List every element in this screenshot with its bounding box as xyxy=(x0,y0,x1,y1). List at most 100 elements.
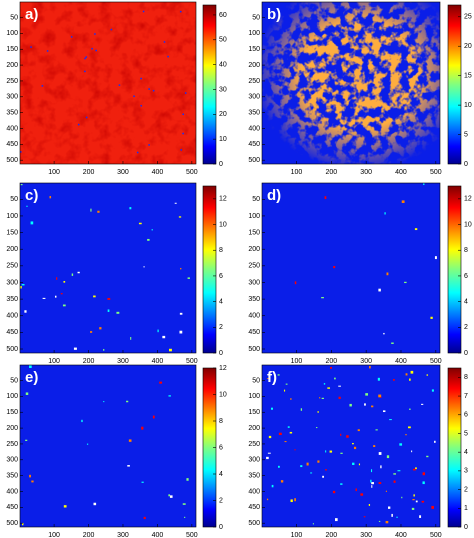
colorbar-tick-label: 6 xyxy=(464,412,468,419)
speck xyxy=(371,469,373,473)
y-tick-label: 100 xyxy=(6,30,18,37)
speck xyxy=(340,483,343,485)
speck xyxy=(363,516,366,518)
x-tick-label: 400 xyxy=(152,532,164,538)
speck xyxy=(306,462,309,466)
speck xyxy=(391,513,393,517)
y-tick-label: 50 xyxy=(252,14,260,21)
speck xyxy=(71,273,74,276)
speck xyxy=(370,479,372,483)
panel-label: b) xyxy=(267,6,281,23)
speck xyxy=(179,10,182,13)
x-tick-label: 400 xyxy=(395,169,407,176)
speck xyxy=(24,310,27,313)
speck xyxy=(157,329,159,333)
speck xyxy=(387,506,391,509)
speck xyxy=(334,377,336,380)
colorbar xyxy=(202,185,217,354)
speck xyxy=(20,151,22,153)
x-tick-label: 100 xyxy=(291,532,303,538)
y-tick-label: 150 xyxy=(248,229,260,236)
speck xyxy=(179,330,183,334)
x-tick-label: 300 xyxy=(117,532,129,538)
y-tick-label: 300 xyxy=(6,279,18,286)
y-tick-label: 200 xyxy=(6,62,18,69)
speck xyxy=(266,498,269,501)
speck xyxy=(431,389,434,392)
heatmap-frame xyxy=(261,1,441,165)
speck xyxy=(365,393,369,396)
colorbar-tick-label: 30 xyxy=(219,86,227,93)
y-tick-label: 200 xyxy=(248,246,260,253)
colorbar-tick-label: 6 xyxy=(219,273,223,280)
colorbar-tick-label: 1 xyxy=(464,505,468,512)
speck xyxy=(99,327,102,330)
y-tick-label: 50 xyxy=(252,196,260,203)
speck xyxy=(401,200,405,203)
y-tick-label: 250 xyxy=(248,263,260,270)
y-tick-label: 500 xyxy=(248,520,260,527)
colorbar-tick-label: 15 xyxy=(464,73,472,80)
speck xyxy=(353,446,357,450)
speck xyxy=(371,482,374,485)
speck xyxy=(332,490,336,494)
y-tick-label: 100 xyxy=(6,213,18,220)
speck xyxy=(163,41,166,43)
heatmap-image xyxy=(20,183,196,353)
y-tick-label: 150 xyxy=(248,409,260,416)
speck xyxy=(90,331,93,333)
x-tick-label: 400 xyxy=(152,169,164,176)
x-tick-label: 100 xyxy=(48,532,60,538)
speck xyxy=(386,272,389,276)
speck xyxy=(280,480,284,483)
speck xyxy=(187,277,190,279)
speck xyxy=(377,377,380,381)
speck xyxy=(413,494,415,497)
speck xyxy=(84,57,86,60)
speck xyxy=(405,434,407,436)
colorbar-tick-label: 0 xyxy=(464,161,468,168)
speck xyxy=(118,84,121,86)
y-tick-label: 500 xyxy=(248,346,260,353)
speck xyxy=(271,484,274,488)
speck xyxy=(352,462,355,466)
speck xyxy=(375,429,378,431)
speck xyxy=(81,419,83,423)
y-tick-label: 100 xyxy=(248,213,260,220)
speck xyxy=(267,452,271,454)
speck xyxy=(385,520,389,524)
speck xyxy=(426,455,429,458)
speck xyxy=(49,196,52,199)
speck xyxy=(143,266,145,268)
colorbar-tick-label: 8 xyxy=(464,247,468,254)
speck xyxy=(93,502,97,506)
speck xyxy=(317,411,319,413)
speck xyxy=(412,499,415,501)
speck xyxy=(128,439,132,442)
speck xyxy=(103,401,105,403)
speck xyxy=(174,202,177,204)
speck xyxy=(290,398,292,400)
speck xyxy=(29,474,31,478)
speck xyxy=(277,465,280,468)
speck xyxy=(138,222,142,225)
colorbar-tick-label: 0 xyxy=(464,350,468,357)
colorbar-tick-label: 10 xyxy=(464,102,472,109)
speck xyxy=(91,47,93,50)
speck xyxy=(300,408,303,411)
speck xyxy=(389,419,392,421)
speck xyxy=(409,378,411,381)
speck xyxy=(434,256,437,260)
y-tick-label: 250 xyxy=(6,263,18,270)
speck xyxy=(393,473,397,475)
speck xyxy=(129,207,132,210)
speck xyxy=(180,267,182,270)
colorbar-tick-label: 4 xyxy=(219,298,223,305)
speck xyxy=(147,238,150,241)
colorbar xyxy=(447,367,462,528)
speck xyxy=(321,297,324,299)
y-tick-label: 200 xyxy=(248,62,260,69)
speck xyxy=(182,132,184,135)
speck xyxy=(315,427,318,429)
speck xyxy=(371,405,374,408)
